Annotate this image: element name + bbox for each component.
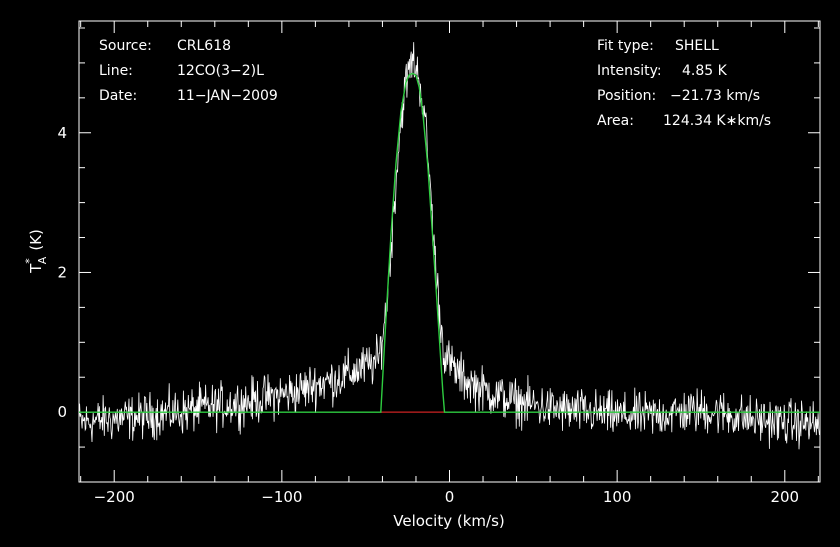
annotation-line-value: 12CO(3−2)L: [177, 63, 264, 79]
annotation-area-label: Area:: [597, 113, 634, 129]
annotation-intensity-value: 4.85 K: [682, 63, 728, 79]
x-tick-label: 100: [603, 488, 632, 506]
axis-ticks: [79, 21, 820, 482]
svg-text:T*A(K): T*A (K): [23, 229, 49, 274]
y-axis-label-super: *: [23, 258, 36, 264]
y-axis-label: T*A (K): [23, 229, 49, 274]
annotation-right: Fit type: SHELL Intensity: 4.85 K Positi…: [597, 38, 771, 129]
annotation-date-value: 11−JAN−2009: [177, 88, 278, 104]
x-tick-label: −100: [261, 488, 302, 506]
annotation-fit-type-value: SHELL: [675, 38, 719, 54]
annotation-position-label: Position:: [597, 88, 656, 104]
annotation-area-value: 124.34 K∗km/s: [663, 113, 771, 129]
annotation-left: Source: CRL618 Line: 12CO(3−2)L Date: 11…: [99, 38, 278, 104]
shell-fit-line: [79, 72, 820, 413]
y-tick-label: 0: [57, 403, 67, 421]
annotation-date-label: Date:: [99, 88, 137, 104]
x-axis-label: Velocity (km/s): [393, 512, 504, 530]
y-axis-label-unit: (K): [27, 229, 45, 251]
annotation-source-label: Source:: [99, 38, 152, 54]
x-tick-label: 0: [445, 488, 455, 506]
x-tick-label: 200: [770, 488, 799, 506]
annotation-intensity-label: Intensity:: [597, 63, 662, 79]
shell-fit-curve: [79, 72, 820, 413]
observed-spectrum-line: [78, 42, 820, 450]
axis-tick-labels: −200 −100 0 100 200 0 2 4: [57, 124, 799, 506]
y-tick-label: 2: [57, 263, 67, 281]
observed-spectrum: [78, 42, 820, 450]
y-axis-label-main: T: [27, 263, 45, 274]
annotation-position-value: −21.73 km/s: [670, 88, 760, 104]
y-tick-label: 4: [57, 124, 67, 142]
annotation-line-label: Line:: [99, 63, 133, 79]
annotation-fit-type-label: Fit type:: [597, 38, 654, 54]
x-tick-label: −200: [94, 488, 135, 506]
y-axis-label-sub: A: [36, 256, 49, 264]
annotation-source-value: CRL618: [177, 38, 231, 54]
